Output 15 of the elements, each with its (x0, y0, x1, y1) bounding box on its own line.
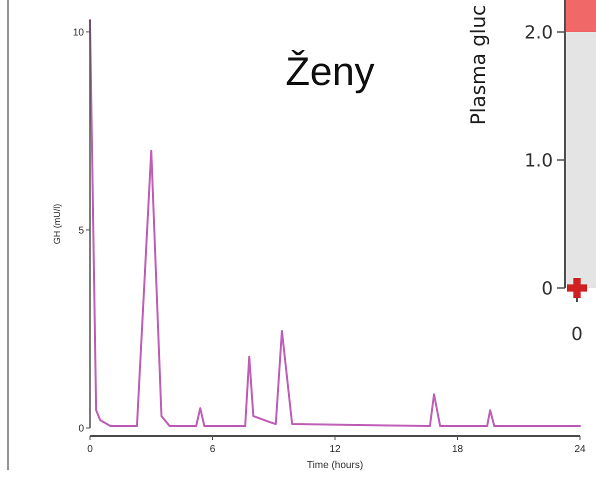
y-tick-label: 10 (72, 27, 84, 38)
y-tick-label: 5 (78, 225, 84, 236)
text: Ženy (286, 50, 374, 94)
y-tick-label: 1.0 (524, 150, 553, 172)
y-axis-title: GH (mU/l) (52, 204, 62, 244)
x-axis-title: Time (hours) (306, 460, 364, 471)
y-tick-label: 2.0 (524, 22, 553, 44)
y-tick-label: 0 (78, 424, 84, 434)
x-tick-label: 6 (210, 444, 216, 455)
x-tick-label: 18 (452, 444, 464, 455)
x-tick-label: 0 (87, 444, 94, 455)
y-axis-title: Plasma gluc (466, 4, 490, 126)
y-tick-label: 0 (542, 278, 553, 300)
x-tick-label: 24 (574, 444, 586, 455)
x-tick-label: 12 (329, 444, 341, 455)
